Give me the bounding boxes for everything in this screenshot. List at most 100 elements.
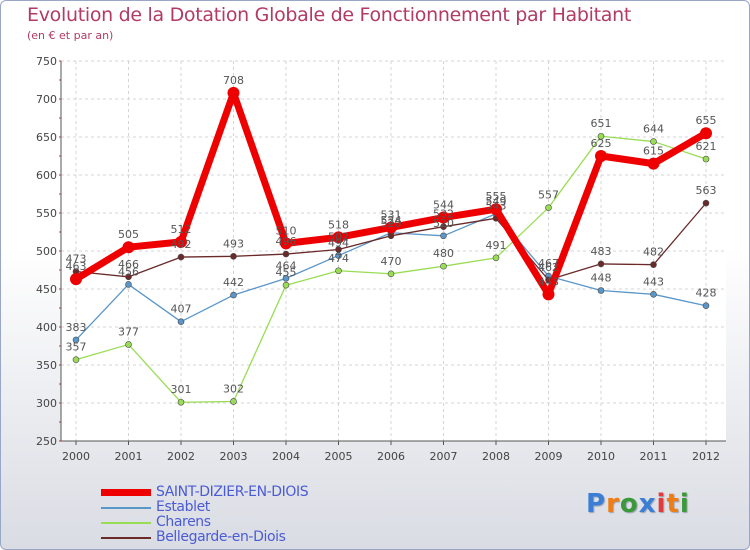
data-label: 407 (171, 303, 192, 316)
data-point (175, 235, 187, 248)
y-tick-label: 450 (36, 283, 57, 296)
data-label: 557 (538, 189, 559, 202)
data-label: 357 (66, 341, 87, 354)
data-label: 512 (171, 223, 192, 236)
data-label: 448 (591, 272, 612, 285)
data-point (230, 291, 237, 299)
data-label: 563 (696, 184, 717, 197)
data-point (702, 199, 710, 207)
data-label: 383 (66, 321, 87, 334)
y-tick-label: 500 (36, 245, 57, 258)
data-point (122, 241, 135, 254)
x-tick-label: 2001 (115, 450, 143, 463)
data-label: 482 (643, 246, 664, 259)
data-label: 443 (538, 275, 559, 288)
data-point (595, 150, 607, 162)
data-label: 491 (486, 239, 507, 252)
data-label: 502 (328, 230, 349, 243)
data-point (387, 232, 395, 240)
y-tick-label: 650 (36, 131, 57, 144)
data-point (387, 270, 395, 278)
data-point (492, 254, 500, 262)
y-tick-label: 700 (36, 93, 57, 106)
logo-letter: i (679, 489, 690, 519)
x-tick-label: 2002 (167, 450, 195, 463)
data-point (597, 132, 605, 140)
data-point (647, 157, 660, 170)
y-tick-label: 350 (36, 359, 57, 372)
data-label: 543 (486, 199, 507, 212)
data-point (70, 273, 82, 286)
data-label: 524 (381, 214, 402, 227)
x-tick-label: 2006 (377, 450, 405, 463)
data-point (72, 356, 80, 363)
data-label: 549 (486, 195, 507, 208)
data-label: 544 (433, 199, 454, 212)
data-point (702, 155, 710, 163)
data-label: 520 (381, 217, 402, 230)
data-label: 456 (118, 265, 139, 278)
proxiti-logo[interactable]: Proxiti (586, 489, 690, 519)
data-point (440, 262, 447, 270)
data-label: 555 (486, 190, 507, 203)
data-point (542, 288, 555, 301)
data-label: 492 (171, 238, 192, 251)
data-label: 474 (328, 252, 349, 265)
data-label: 510 (276, 224, 297, 237)
data-label: 480 (433, 247, 454, 260)
data-label: 531 (381, 208, 402, 221)
data-label: 644 (643, 123, 664, 136)
legend-swatch (101, 507, 151, 509)
legend-label: SAINT-DIZIER-EN-DIOIS (156, 484, 309, 500)
data-label: 505 (118, 228, 139, 241)
data-point (440, 232, 447, 240)
x-tick-label: 2005 (325, 450, 353, 463)
data-point (700, 127, 712, 140)
data-label: 496 (276, 235, 297, 248)
x-tick-label: 2012 (692, 450, 720, 463)
y-tick-label: 750 (36, 55, 57, 68)
data-label: 377 (118, 325, 139, 338)
legend-swatch (101, 522, 151, 524)
x-tick-label: 2010 (587, 450, 615, 463)
data-point (125, 273, 132, 281)
x-tick-label: 2007 (430, 450, 458, 463)
data-label: 428 (696, 287, 717, 300)
data-point (177, 398, 185, 406)
legend-swatch (101, 489, 151, 496)
data-point (125, 341, 132, 348)
data-point (650, 261, 657, 268)
legend-label: Bellegarde-en-Diois (156, 529, 286, 545)
series-charens (72, 132, 710, 406)
data-label: 494 (328, 237, 349, 250)
logo-letter: i (656, 489, 667, 519)
data-label: 483 (591, 245, 612, 258)
chart-title: Evolution de la Dotation Globale de Fonc… (27, 4, 632, 26)
x-tick-label: 2011 (640, 450, 668, 463)
data-point (282, 281, 290, 289)
y-tick-label: 300 (36, 397, 57, 410)
chart-subtitle: (en € et par an) (27, 29, 114, 42)
x-tick-label: 2004 (272, 450, 300, 463)
data-point (125, 281, 132, 288)
data-point (280, 237, 292, 250)
data-point (545, 204, 552, 211)
data-label: 518 (328, 218, 349, 231)
data-label: 442 (223, 276, 244, 289)
legend-label: Establet (156, 499, 210, 515)
x-tick-label: 2000 (62, 450, 90, 463)
y-tick-label: 550 (36, 207, 57, 220)
data-label: 615 (643, 145, 664, 158)
data-point (230, 253, 237, 260)
data-label: 443 (643, 275, 664, 288)
series-bellegarde-en-diois (72, 199, 710, 284)
data-point (385, 221, 397, 234)
data-label: 464 (276, 259, 297, 272)
data-point (230, 398, 237, 405)
legend-swatch (101, 537, 151, 539)
data-point (440, 223, 447, 230)
logo-letter: P (586, 489, 607, 519)
data-point (335, 246, 342, 253)
